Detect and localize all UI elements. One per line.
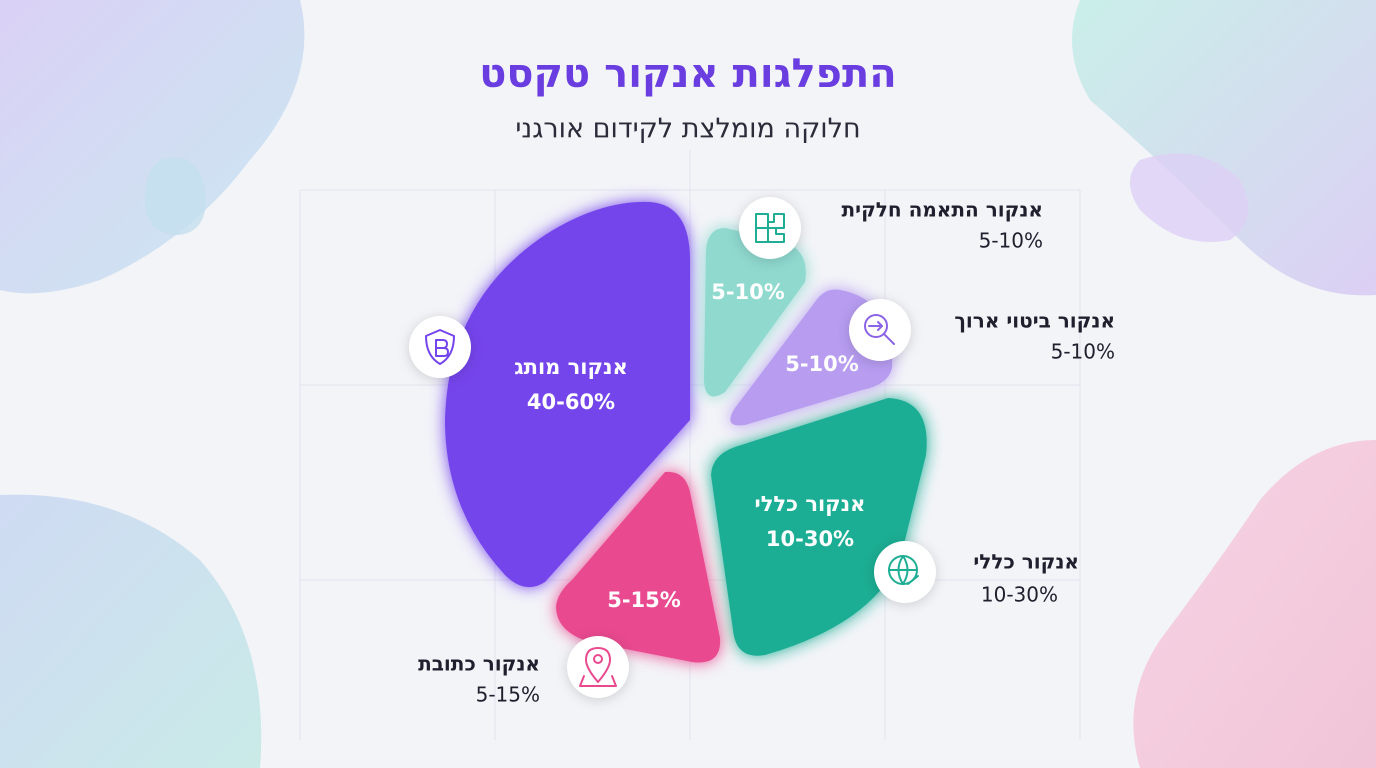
icons xyxy=(409,197,936,698)
callout-label: אנקור ביטוי ארוך xyxy=(954,309,1115,333)
title: התפלגות אנקור טקסט xyxy=(479,51,897,97)
callout-range: 5-15% xyxy=(476,683,540,707)
segment-range: 10-30% xyxy=(766,527,854,551)
segment xyxy=(556,471,721,663)
subtitle: חלוקה מומלצת לקידום אורגני xyxy=(515,114,860,145)
callout-label: אנקור כללי xyxy=(973,550,1079,574)
segment xyxy=(711,398,927,656)
callout-label: אנקור כתובת xyxy=(418,652,540,676)
segment-range: 5-10% xyxy=(711,280,785,304)
segments xyxy=(445,201,927,663)
segment-range: 40-60% xyxy=(527,390,615,414)
callout-range: 5-10% xyxy=(979,229,1043,253)
segment-range: 5-10% xyxy=(785,352,859,376)
segment xyxy=(704,228,806,397)
segment-range: 5-15% xyxy=(607,588,681,612)
segment-label: אנקור כללי xyxy=(755,492,866,516)
callout-range: 10-30% xyxy=(981,583,1058,607)
segment xyxy=(445,201,690,588)
callout-range: 5-10% xyxy=(1051,340,1115,364)
callout-label: אנקור התאמה חלקית xyxy=(842,198,1043,222)
segment-label: אנקור מותג xyxy=(514,355,628,379)
